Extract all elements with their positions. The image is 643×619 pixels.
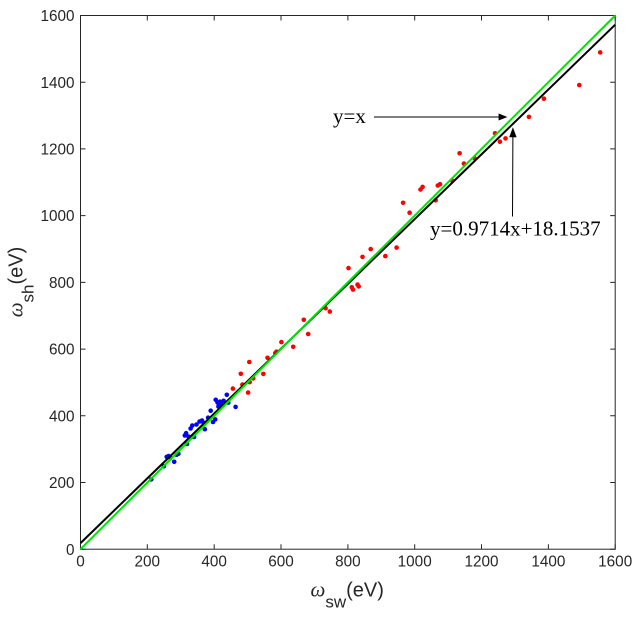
svg-text:400: 400	[49, 408, 75, 425]
svg-text:1000: 1000	[40, 208, 74, 225]
svg-text:0: 0	[66, 542, 75, 559]
svg-text:y=0.9714x+18.1537: y=0.9714x+18.1537	[430, 217, 601, 241]
svg-text:200: 200	[135, 554, 161, 571]
svg-text:1200: 1200	[464, 554, 498, 571]
svg-text:y=x: y=x	[333, 104, 366, 128]
svg-text:0: 0	[76, 554, 85, 571]
svg-text:400: 400	[201, 554, 227, 571]
svg-text:800: 800	[49, 275, 75, 292]
svg-text:1200: 1200	[40, 142, 74, 159]
svg-text:200: 200	[49, 475, 75, 492]
svg-text:600: 600	[268, 554, 294, 571]
svg-text:1600: 1600	[40, 8, 74, 25]
svg-text:1400: 1400	[531, 554, 565, 571]
svg-text:1000: 1000	[398, 554, 432, 571]
svg-text:1600: 1600	[598, 554, 632, 571]
svg-text:1400: 1400	[40, 75, 74, 92]
svg-text:800: 800	[335, 554, 361, 571]
svg-text:600: 600	[49, 342, 75, 359]
